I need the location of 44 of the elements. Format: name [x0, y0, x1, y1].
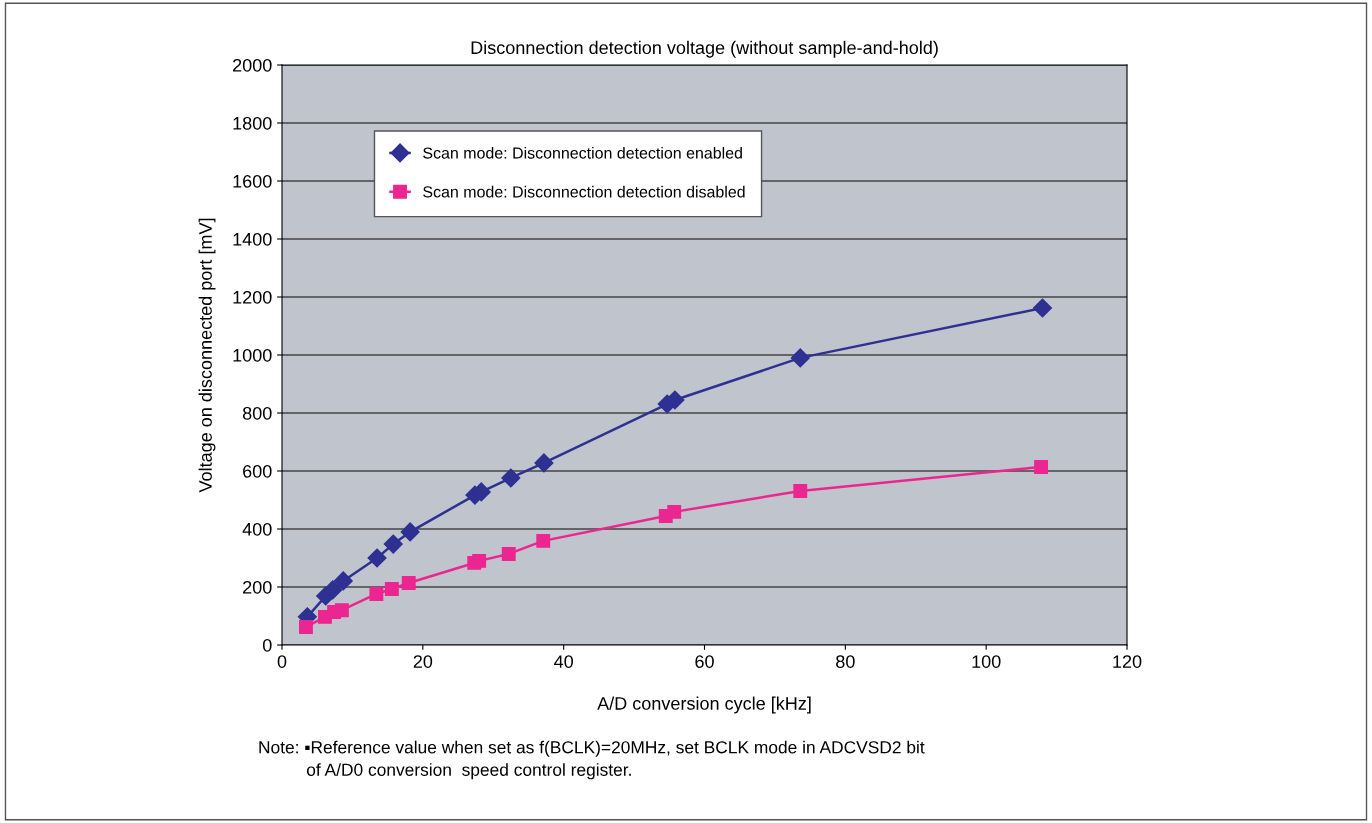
point: [384, 582, 399, 596]
x-tick-label: 80: [836, 655, 855, 668]
x-tick-label: 60: [695, 655, 714, 668]
point: [401, 575, 416, 590]
text: Note: ▪Reference value when set as f(BCLK)=20MHz, set BCLK mode in ADCVSD2 bit of A/D0 conversion speed control register.: [259, 740, 925, 780]
point: [536, 533, 551, 548]
point: [400, 522, 420, 542]
x-tick-label: 100: [972, 655, 1001, 668]
y-tick-label: 1600: [233, 174, 272, 188]
point: [793, 484, 808, 498]
point: [472, 553, 487, 568]
point: [501, 468, 521, 488]
y-tick-label: 1200: [233, 290, 272, 304]
legend-label: Scan mode: Disconnection detection disabled: [423, 185, 745, 198]
y-tick-label: 1800: [233, 116, 272, 130]
point: [334, 603, 349, 618]
point: [501, 546, 516, 561]
y-tick-label: 1000: [233, 348, 272, 362]
point: [667, 504, 682, 519]
x-tick-label: 20: [413, 655, 433, 668]
y-tick-label: 1400: [233, 232, 272, 246]
y-tick-label: 2000: [233, 58, 272, 72]
y-tick-label: 200: [243, 580, 272, 594]
chart-title: Disconnection detection voltage (without sample-and-hold): [471, 40, 938, 58]
point: [1034, 459, 1049, 474]
y-tick-label: 400: [242, 522, 272, 536]
point: [790, 348, 810, 368]
point: [367, 548, 387, 568]
point: [298, 620, 313, 634]
point: [333, 571, 353, 591]
y-tick-label: 600: [243, 464, 272, 478]
legend-label: Scan mode: Disconnection detection enabled: [423, 146, 742, 159]
x-tick-label: 40: [554, 655, 573, 668]
point: [1032, 298, 1053, 318]
y-axis-title: Voltage on disconnected port [mV]: [198, 218, 216, 493]
y-tick-label: 0: [262, 638, 272, 652]
point: [369, 587, 384, 601]
point: [534, 453, 554, 473]
point: [323, 580, 343, 600]
y-tick-label: 800: [242, 406, 272, 420]
x-tick-label: 0: [277, 655, 287, 668]
x-axis-title: A/D conversion cycle [kHz]: [597, 696, 811, 714]
x-tick-label: 120: [1113, 655, 1142, 668]
point: [383, 534, 403, 554]
